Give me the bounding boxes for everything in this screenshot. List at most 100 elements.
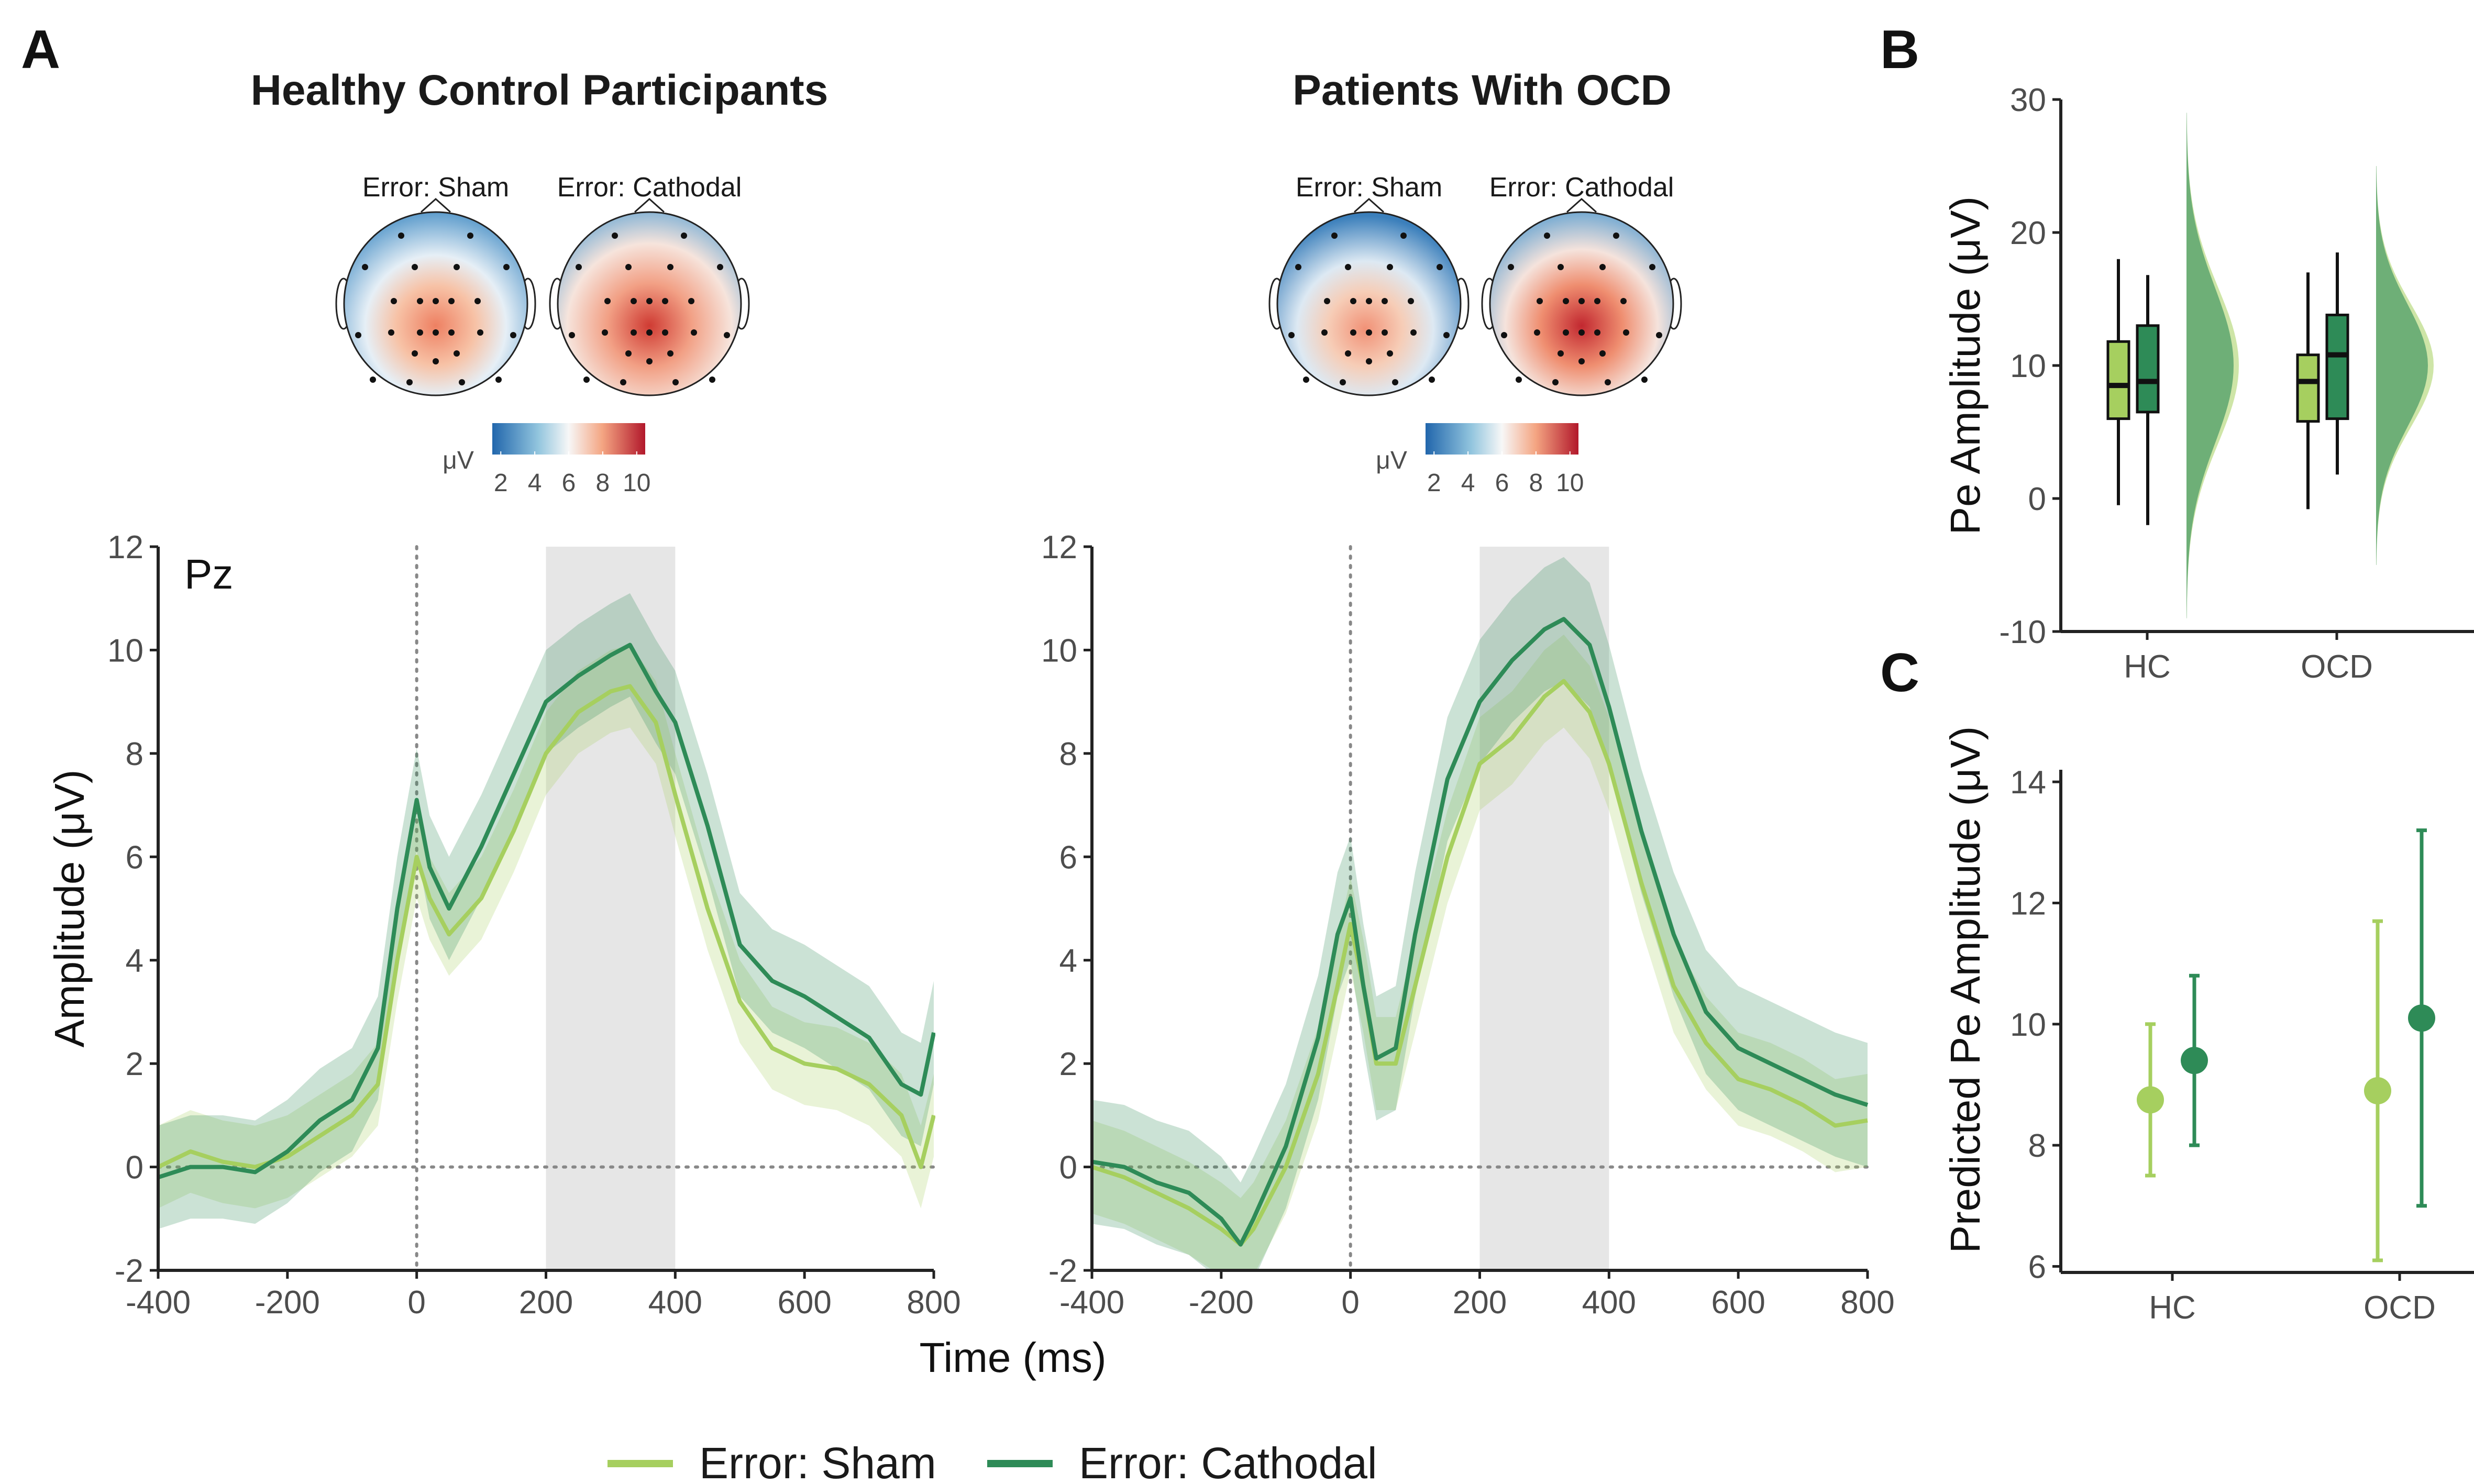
- electrode-dot: [631, 298, 637, 304]
- electrode-dot: [667, 264, 673, 270]
- x-tick-label: HC: [2124, 649, 2171, 685]
- electrode-dot: [1400, 232, 1407, 239]
- electrode-dot: [1382, 329, 1388, 336]
- x-tick-label: 0: [407, 1284, 425, 1321]
- y-axis-label: Predicted Pe Amplitude (μV): [1942, 726, 1989, 1254]
- y-tick-label: 10: [107, 633, 143, 669]
- electrode-dot: [1563, 298, 1569, 304]
- electrode-dot: [370, 376, 376, 383]
- series-line-error-cathodal: [1091, 617, 1869, 1247]
- x-tick-label: 600: [777, 1284, 831, 1321]
- y-tick-label: 8: [126, 736, 143, 772]
- electrode-dot: [667, 350, 673, 357]
- colorbar-tick-label: 6: [1495, 469, 1509, 497]
- electrode-dot: [1544, 232, 1550, 239]
- y-tick-label: 12: [2010, 885, 2046, 922]
- electrode-dot: [662, 329, 668, 336]
- y-tick-label: -2: [115, 1253, 143, 1289]
- electrode-dot: [1516, 376, 1522, 383]
- electrode-dot: [1620, 298, 1627, 304]
- x-tick-label: 800: [1840, 1284, 1894, 1321]
- electrode-dot: [355, 332, 361, 338]
- electrode-dot: [1641, 376, 1648, 383]
- electrode-dot: [495, 376, 502, 383]
- box-ocd-error-cathodal: [2325, 313, 2349, 420]
- y-tick-label: 12: [107, 529, 143, 566]
- panel-letter-a: A: [21, 19, 60, 80]
- electrode-dot: [1387, 350, 1393, 357]
- electrode-dot: [412, 264, 418, 270]
- x-tick-label: 200: [519, 1284, 573, 1321]
- x-tick-label: 0: [1341, 1284, 1359, 1321]
- electrode-dot: [1501, 332, 1507, 338]
- electrode-dot: [1558, 350, 1564, 357]
- ocd-title: Patients With OCD: [1293, 67, 1672, 114]
- electrode-dot: [1623, 329, 1629, 336]
- electrode-dot: [646, 298, 653, 304]
- y-tick-label: 6: [1059, 839, 1077, 876]
- series-line-error-cathodal: [157, 643, 935, 1180]
- topomap-hc-sham: [335, 197, 536, 396]
- electrode-dot: [1649, 264, 1655, 270]
- electrode-dot: [454, 264, 460, 270]
- panel-letter-c: C: [1880, 643, 1919, 703]
- y-axis-label: Pe Amplitude (μV): [1942, 196, 1989, 535]
- electrode-dot: [1437, 264, 1443, 270]
- electrode-dot: [691, 329, 697, 336]
- electrode-dot: [576, 264, 582, 270]
- ci-band-error-cathodal: [1092, 557, 1868, 1271]
- y-tick-label: 12: [1041, 529, 1077, 566]
- electrode-dot: [672, 379, 679, 385]
- electrode-label: Pz: [184, 551, 233, 597]
- topo-label-hc-sham: Error: Sham: [362, 172, 509, 203]
- electrode-dot: [1366, 358, 1372, 364]
- electrode-dot: [1594, 329, 1600, 336]
- electrode-dot: [1410, 329, 1417, 336]
- point-hc-error-sham: [2137, 1086, 2164, 1114]
- x-tick-label: 200: [1453, 1284, 1507, 1321]
- colorbar-ocd: μV 2 4 6 8 10: [1376, 423, 1584, 497]
- electrode-dot: [417, 298, 423, 304]
- series-line-error-sham: [157, 684, 935, 1169]
- colorbar-hc: μV 2 4 6 8 10: [443, 423, 650, 497]
- electrode-dot: [1345, 264, 1351, 270]
- electrode-dot: [1605, 379, 1611, 385]
- colorbar-tick-label: 4: [528, 469, 542, 497]
- x-tick-label: HC: [2149, 1290, 2196, 1326]
- y-tick-label: 6: [126, 839, 143, 876]
- electrode-dot: [510, 332, 516, 338]
- y-tick-label: 0: [126, 1150, 143, 1186]
- x-axis-label: Time (ms): [920, 1334, 1107, 1381]
- electrode-dot: [583, 376, 590, 383]
- y-tick-label: 14: [2010, 765, 2046, 801]
- electrode-dot: [625, 264, 632, 270]
- legend-label-sham: Error: Sham: [699, 1438, 936, 1484]
- electrode-dot: [1429, 376, 1435, 383]
- y-tick-label: 10: [1041, 633, 1077, 669]
- x-tick-label: 800: [907, 1284, 960, 1321]
- colorbar-tick-label: 10: [1556, 469, 1584, 497]
- electrode-dot: [1295, 264, 1301, 270]
- y-tick-label: 2: [126, 1046, 143, 1082]
- x-tick-label: -400: [1059, 1284, 1124, 1321]
- colorbar-tick-label: 6: [562, 469, 576, 497]
- electrode-dot: [459, 379, 465, 385]
- density-hc-cathodal: [2186, 113, 2234, 618]
- electrode-dot: [1387, 264, 1393, 270]
- analysis-window: [1479, 547, 1609, 1270]
- electrode-dot: [612, 232, 618, 239]
- colorbar-unit: μV: [1376, 447, 1407, 474]
- hc-title: Healthy Control Participants: [251, 67, 829, 114]
- electrode-dot: [1382, 298, 1388, 304]
- y-tick-label: 30: [2010, 82, 2046, 118]
- x-tick-label: -400: [126, 1284, 191, 1321]
- ci-band-error-cathodal: [158, 593, 934, 1230]
- y-tick-label: -2: [1048, 1253, 1077, 1289]
- electrode-dot: [448, 329, 455, 336]
- electrode-dot: [625, 350, 632, 357]
- y-tick-label: 10: [2010, 348, 2046, 384]
- electrode-dot: [433, 329, 439, 336]
- colorbar-tick-label: 2: [494, 469, 508, 497]
- electrode-dot: [433, 358, 439, 364]
- electrode-dot: [1303, 376, 1309, 383]
